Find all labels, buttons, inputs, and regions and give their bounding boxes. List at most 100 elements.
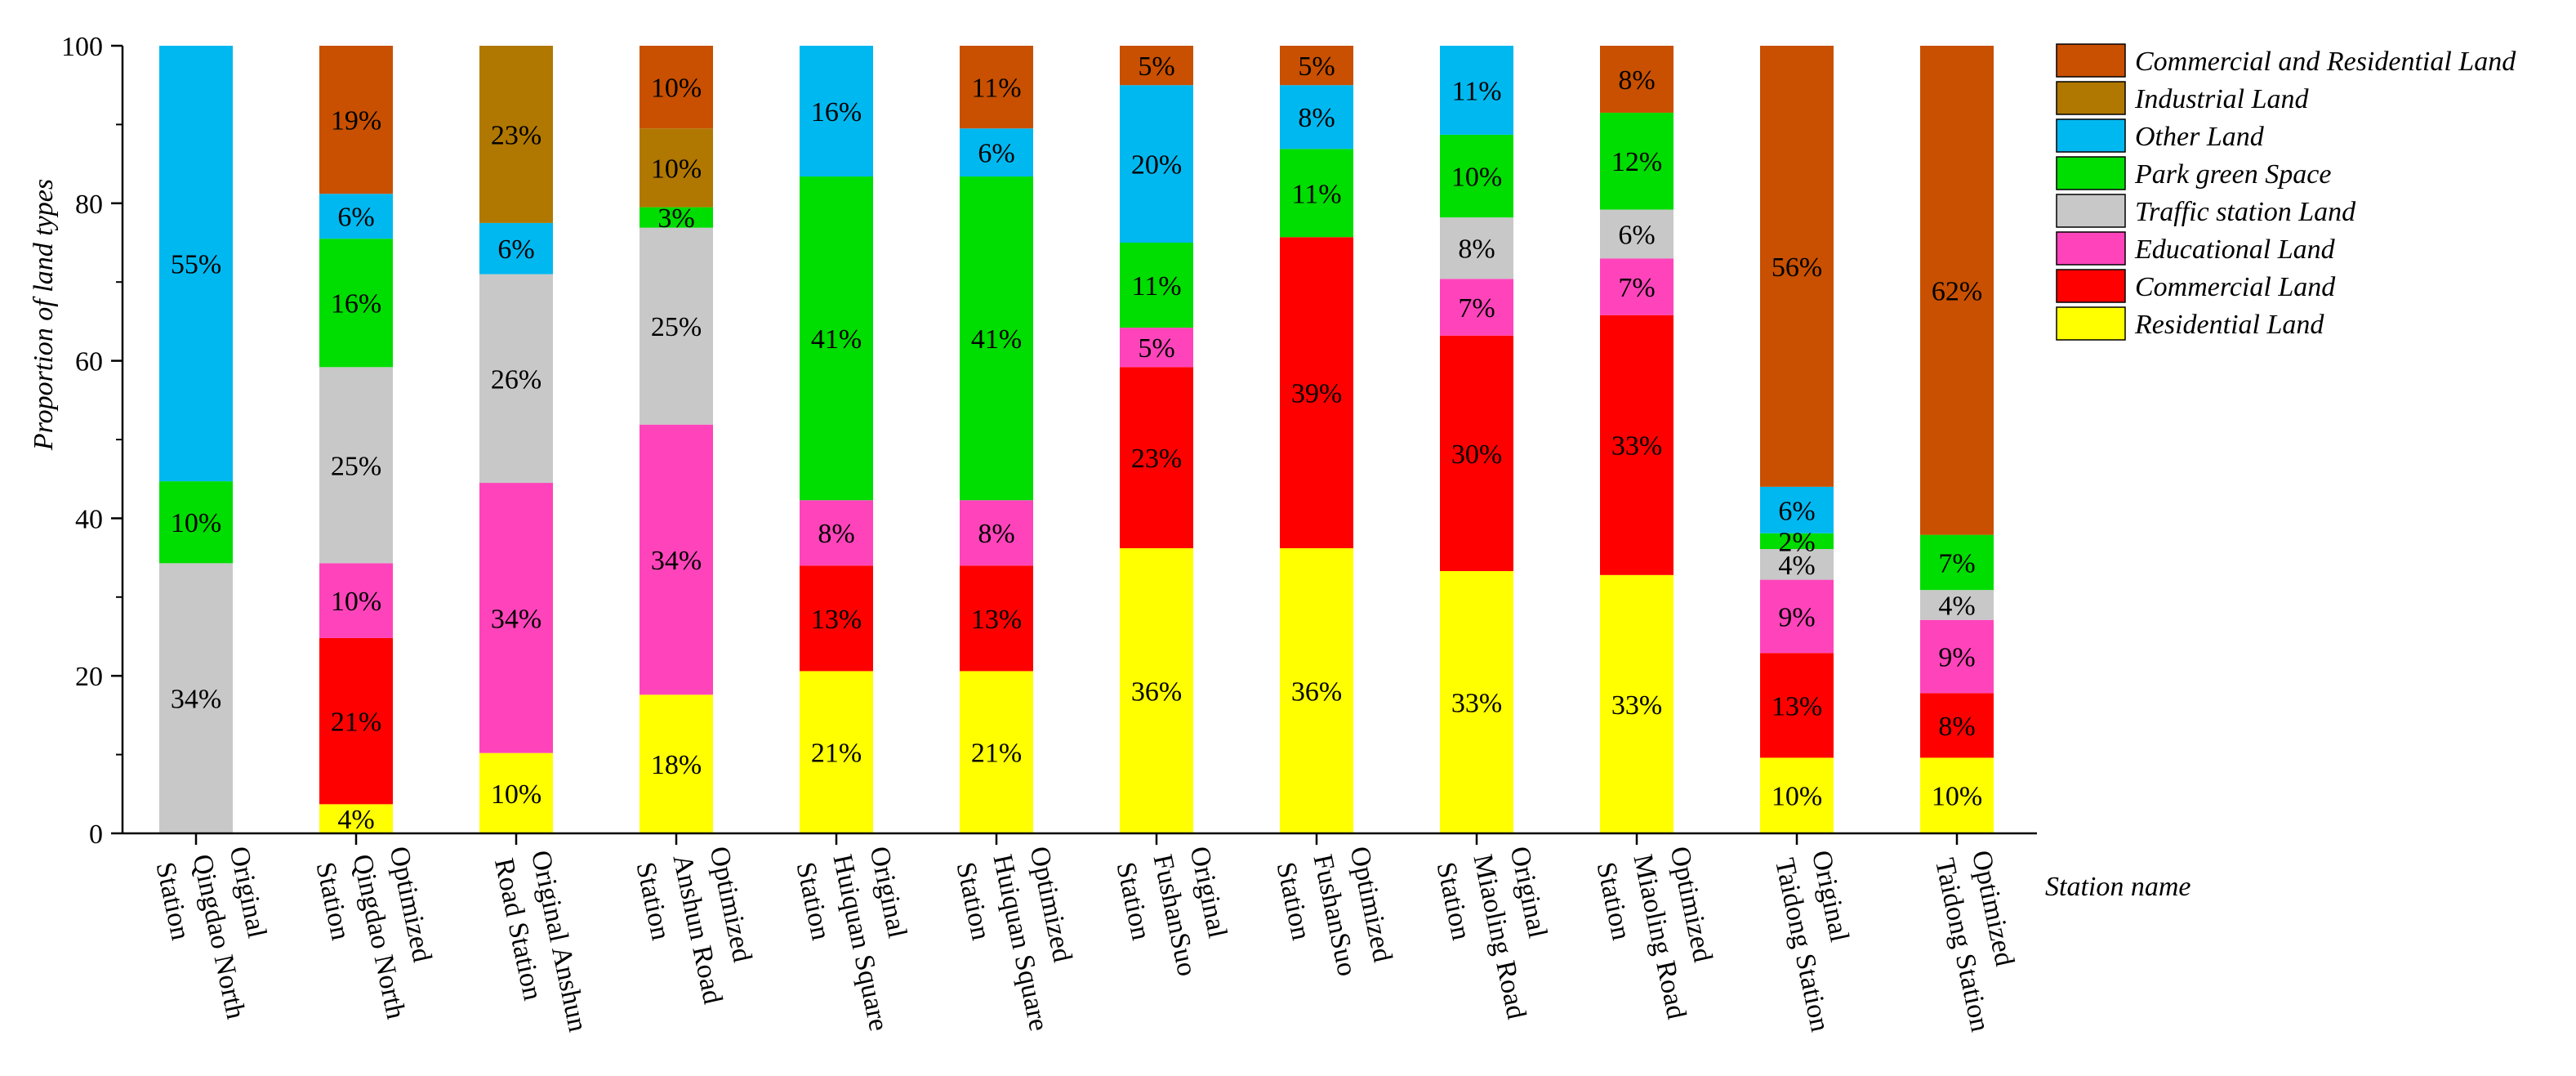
bar-segment-industrial-land-4 (640, 128, 713, 208)
bar-label-commercial-and-residential-land-4: 10% (651, 74, 702, 104)
legend-label-other-land: Other Land (2135, 122, 2265, 152)
bar-label-park-green-space-11: 2% (1778, 527, 1815, 557)
bar-segment-traffic-station-land-12 (1920, 590, 1994, 620)
bar-segment-traffic-station-land-11 (1760, 548, 1834, 580)
bar-label-other-land-7: 20% (1131, 150, 1182, 181)
y-tick-label-60: 60 (75, 347, 103, 377)
x-category-label-line-4-3: Station (630, 859, 675, 943)
bar-label-traffic-station-land-10: 6% (1618, 220, 1655, 250)
bar-label-other-land-3: 6% (497, 234, 534, 265)
bar-label-residential-land-5: 21% (811, 739, 862, 769)
bar-label-commercial-land-6: 13% (971, 605, 1022, 635)
bar-label-traffic-station-land-12: 4% (1938, 591, 1975, 621)
x-category-label-line-10-3: Station (1590, 859, 1636, 943)
bar-label-park-green-space-10: 12% (1611, 147, 1662, 177)
legend-label-park-green-space: Park green Space (2134, 159, 2331, 190)
bar-label-other-land-9: 11% (1451, 76, 1501, 106)
bar-segment-commercial-land-7 (1120, 367, 1193, 549)
bar-label-traffic-station-land-4: 25% (651, 312, 702, 342)
bar-label-traffic-station-land-3: 26% (491, 364, 541, 395)
legend-swatch-residential-land (2056, 306, 2126, 341)
bar-label-commercial-and-residential-land-7: 5% (1138, 51, 1174, 82)
bar-segment-park-green-space-2 (319, 239, 393, 368)
x-axis-title: Station name (2045, 872, 2190, 902)
y-tick-label-0: 0 (89, 819, 103, 850)
bar-label-industrial-land-3: 23% (491, 120, 541, 150)
bar-segment-park-green-space-5 (800, 176, 873, 501)
bar-segment-commercial-and-residential-land-2 (319, 46, 393, 194)
bar-label-commercial-land-5: 13% (811, 605, 862, 635)
bar-label-educational-land-11: 9% (1778, 602, 1815, 632)
bar-label-residential-land-6: 21% (971, 739, 1022, 769)
bar-label-traffic-station-land-1: 34% (171, 685, 221, 715)
legend-label-educational-land: Educational Land (2134, 234, 2336, 265)
bar-segment-residential-land-3 (479, 752, 553, 833)
bar-segment-residential-land-5 (800, 671, 873, 833)
bar-label-educational-land-5: 8% (818, 519, 854, 549)
bar-segment-residential-land-9 (1440, 570, 1513, 833)
bar-label-other-land-2: 6% (337, 203, 374, 233)
bar-segment-commercial-land-5 (800, 565, 873, 672)
bar-segment-commercial-and-residential-land-11 (1760, 46, 1834, 487)
bar-segment-other-land-9 (1440, 46, 1513, 135)
legend-swatch-educational-land (2056, 231, 2126, 266)
bar-segment-residential-land-6 (960, 671, 1033, 833)
bar-segment-educational-land-12 (1920, 619, 1994, 694)
bar-segment-commercial-and-residential-land-8 (1280, 46, 1353, 86)
bar-segment-commercial-and-residential-land-4 (640, 46, 713, 129)
bar-label-residential-land-2: 4% (337, 805, 374, 835)
bar-label-residential-land-4: 18% (651, 750, 702, 780)
legend-label-commercial-land: Commercial Land (2135, 272, 2336, 302)
bar-label-commercial-and-residential-land-2: 19% (331, 106, 381, 136)
legend-swatch-other-land (2056, 118, 2126, 153)
legend-swatch-park-green-space (2056, 156, 2126, 190)
bar-segment-other-land-5 (800, 46, 873, 177)
bar-label-educational-land-7: 5% (1138, 333, 1174, 364)
bar-segment-traffic-station-land-4 (640, 227, 713, 425)
bar-label-commercial-and-residential-land-12: 62% (1932, 276, 1982, 306)
legend-label-industrial-land: Industrial Land (2134, 84, 2310, 114)
bar-label-commercial-land-2: 21% (331, 708, 381, 738)
bar-label-other-land-5: 16% (811, 97, 862, 127)
y-tick-label-40: 40 (75, 504, 103, 534)
bar-label-commercial-and-residential-land-10: 8% (1618, 65, 1655, 96)
bar-label-educational-land-4: 34% (651, 546, 702, 576)
bar-label-park-green-space-2: 16% (331, 289, 381, 319)
bar-label-park-green-space-5: 41% (811, 324, 862, 355)
bar-label-traffic-station-land-11: 4% (1778, 551, 1815, 581)
bar-segment-traffic-station-land-2 (319, 367, 393, 564)
bar-segment-park-green-space-4 (640, 207, 713, 228)
bar-segment-commercial-and-residential-land-12 (1920, 46, 1994, 535)
bar-segment-other-land-6 (960, 128, 1033, 177)
bar-segment-residential-land-4 (640, 694, 713, 833)
bar-segment-park-green-space-7 (1120, 243, 1193, 328)
bar-segment-other-land-2 (319, 194, 393, 239)
bar-label-industrial-land-4: 10% (651, 154, 702, 184)
bar-label-park-green-space-4: 3% (657, 203, 694, 234)
bar-segment-educational-land-10 (1600, 258, 1674, 315)
bar-label-residential-land-3: 10% (491, 779, 541, 810)
bar-label-other-land-6: 6% (978, 139, 1014, 169)
bar-segment-park-green-space-12 (1920, 534, 1994, 591)
bar-label-traffic-station-land-9: 8% (1458, 234, 1495, 265)
y-axis-title: Proportion of land types (29, 179, 59, 451)
bar-segment-educational-land-5 (800, 500, 873, 566)
bar-segment-residential-land-7 (1120, 548, 1193, 833)
bar-segment-commercial-and-residential-land-10 (1600, 46, 1674, 113)
bar-label-commercial-land-9: 30% (1451, 440, 1502, 470)
bar-label-educational-land-2: 10% (331, 587, 381, 617)
bar-label-park-green-space-6: 41% (971, 324, 1022, 355)
bar-segment-educational-land-2 (319, 563, 393, 638)
bar-segment-commercial-and-residential-land-6 (960, 46, 1033, 129)
